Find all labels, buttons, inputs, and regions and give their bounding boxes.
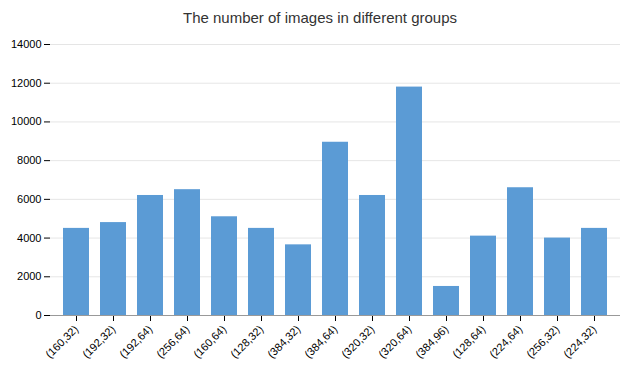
- svg-text:(256,64): (256,64): [154, 323, 191, 360]
- svg-text:(128,64): (128,64): [450, 323, 487, 360]
- svg-text:(160,32): (160,32): [43, 323, 80, 360]
- svg-text:(384,96): (384,96): [413, 323, 450, 360]
- svg-text:14000: 14000: [11, 38, 42, 50]
- svg-text:(192,32): (192,32): [80, 323, 117, 360]
- svg-text:(320,64): (320,64): [376, 323, 413, 360]
- svg-text:(224,32): (224,32): [561, 323, 598, 360]
- svg-text:(384,64): (384,64): [302, 323, 339, 360]
- svg-text:(160,64): (160,64): [191, 323, 228, 360]
- svg-text:(320,32): (320,32): [339, 323, 376, 360]
- svg-text:12000: 12000: [11, 77, 42, 89]
- svg-text:4000: 4000: [17, 232, 41, 244]
- svg-text:0: 0: [35, 309, 41, 321]
- svg-text:(384,32): (384,32): [265, 323, 302, 360]
- svg-text:6000: 6000: [17, 193, 41, 205]
- svg-text:2000: 2000: [17, 270, 41, 282]
- svg-text:(128,32): (128,32): [228, 323, 265, 360]
- html-text:The number of images in differ: The number of images in different groups: [183, 9, 457, 26]
- svg-text:8000: 8000: [17, 154, 41, 166]
- svg-text:(192,64): (192,64): [117, 323, 154, 360]
- svg-text:(256,32): (256,32): [524, 323, 561, 360]
- svg-text:(224,64): (224,64): [487, 323, 524, 360]
- svg-text:10000: 10000: [11, 115, 42, 127]
